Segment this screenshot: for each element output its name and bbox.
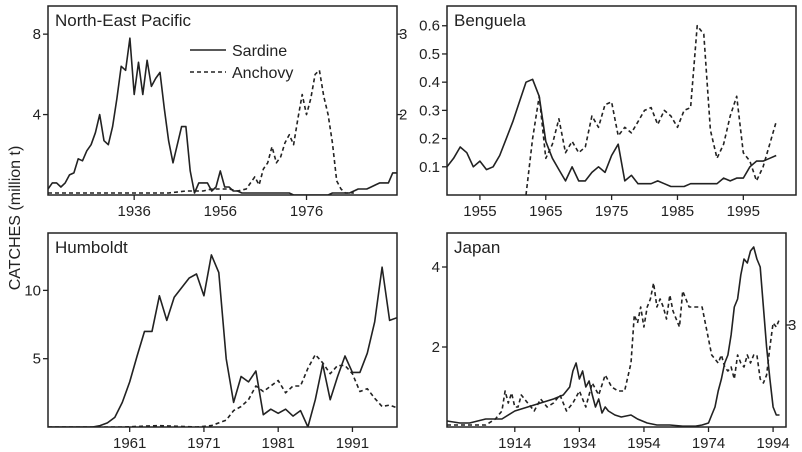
x-tick-label: 1956 — [204, 203, 237, 220]
x-tick-label: 1975 — [595, 203, 628, 220]
series-anchovy-line — [48, 353, 397, 427]
x-tick-label: 1961 — [113, 435, 146, 452]
right-tick-label: 3 — [788, 317, 796, 334]
x-tick-label: 1934 — [563, 435, 596, 452]
x-tick-label: 1994 — [756, 435, 789, 452]
y-tick-label: 8 — [33, 26, 41, 43]
x-tick-label: 1954 — [627, 435, 660, 452]
panel-2: 1955 1965 1975 1985 1995 0.1 0.2 0.3 0.4 0.5 0.6 Be… — [419, 5, 797, 220]
x-tick-label: 1936 — [117, 203, 150, 220]
panel-title: Japan — [454, 238, 500, 257]
x-tick-label: 1976 — [290, 203, 323, 220]
legend-label-sardine: Sardine — [232, 43, 287, 60]
legend: Sardine Anchovy — [190, 43, 293, 82]
series-anchovy-line — [525, 24, 777, 195]
panel-4: 1914 1934 1954 1974 1994 2 4 3 Japan — [432, 232, 796, 452]
x-tick-label: 1974 — [692, 435, 725, 452]
panel-frame — [47, 5, 398, 196]
x-tick-label: 1985 — [661, 203, 694, 220]
series-anchovy-line — [447, 282, 781, 426]
panel-3: 1961 1971 1981 1991 5 10 Humboldt — [24, 232, 398, 452]
x-tick-label: 1991 — [336, 435, 369, 452]
x-tick-label: 1995 — [727, 203, 760, 220]
y-tick-label: 4 — [33, 107, 41, 124]
y-tick-label: 0.5 — [419, 46, 440, 63]
series-sardine-line — [447, 246, 780, 427]
y-tick-label: 0.1 — [419, 159, 440, 176]
right-tick-label: 3 — [399, 26, 407, 43]
panel-frame — [47, 232, 398, 428]
series-anchovy-line — [48, 69, 354, 194]
panel-frame — [446, 232, 787, 428]
panel-title: North-East Pacific — [55, 11, 192, 30]
y-tick-label: 4 — [432, 259, 440, 276]
y-tick-label: 10 — [24, 282, 41, 299]
y-tick-label: 0.4 — [419, 74, 440, 91]
right-tick-label: 2 — [399, 107, 407, 124]
x-tick-label: 1955 — [463, 203, 496, 220]
y-tick-label: 2 — [432, 339, 440, 356]
x-tick-label: 1965 — [529, 203, 562, 220]
panel-1: 1936 1956 1976 4 8 2 3 North-East Pacific Sardin… — [33, 5, 407, 220]
y-tick-label: 0.6 — [419, 18, 440, 35]
x-tick-label: 1981 — [262, 435, 295, 452]
y-axis-label: CATCHES (million t) — [7, 146, 24, 291]
x-tick-label: 1971 — [187, 435, 220, 452]
y-tick-label: 5 — [33, 351, 41, 368]
y-tick-label: 0.2 — [419, 131, 440, 148]
y-tick-label: 0.3 — [419, 102, 440, 119]
series-sardine-line — [447, 78, 777, 188]
panel-title: Humboldt — [55, 238, 128, 257]
series-sardine-line — [48, 254, 397, 427]
legend-label-anchovy: Anchovy — [232, 65, 293, 82]
panel-title: Benguela — [454, 11, 526, 30]
panel-frame — [446, 5, 797, 196]
series-sardine-line — [48, 37, 397, 195]
x-tick-label: 1914 — [498, 435, 531, 452]
